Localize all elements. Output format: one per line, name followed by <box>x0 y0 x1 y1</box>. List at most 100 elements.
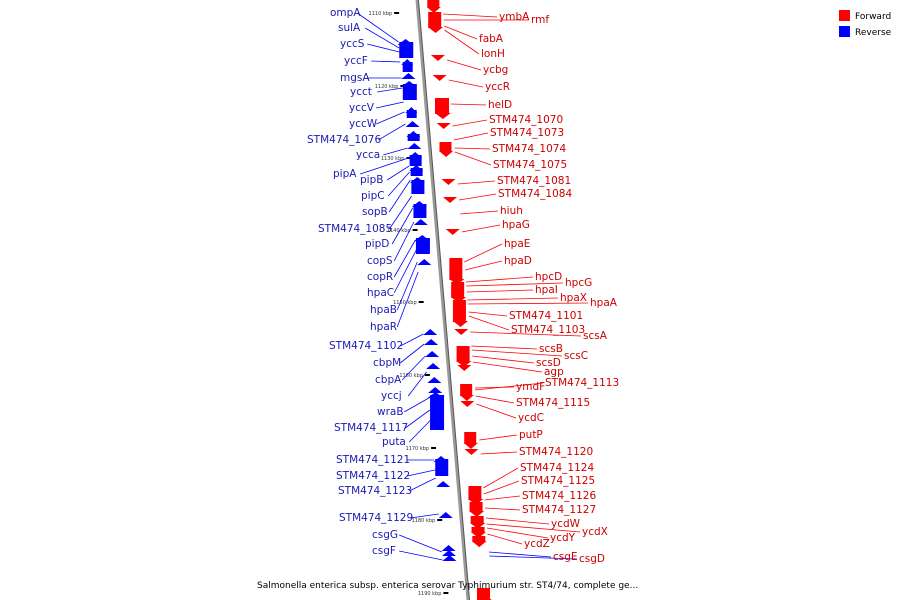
reverse-gene-label[interactable]: ycct <box>350 86 372 98</box>
forward-gene-label[interactable]: ycbg <box>483 64 508 76</box>
reverse-gene-label[interactable]: wraB <box>377 406 404 418</box>
reverse-gene-label[interactable]: yccV <box>349 102 375 114</box>
kbp-tick-label: 1160 kbp <box>399 373 423 379</box>
forward-gene-arrow <box>460 401 475 407</box>
forward-gene-label[interactable]: hpaA <box>590 297 618 309</box>
reverse-gene-label[interactable]: puta <box>382 436 406 448</box>
reverse-gene-arrow <box>442 555 457 561</box>
forward-gene-label[interactable]: ycdX <box>582 526 608 538</box>
forward-gene-connector <box>452 119 488 127</box>
forward-gene-label[interactable]: hiuh <box>500 205 523 217</box>
forward-gene-label[interactable]: scsC <box>564 350 588 362</box>
forward-gene-label[interactable]: ycdC <box>518 412 544 424</box>
forward-gene-label[interactable]: rmf <box>531 14 549 26</box>
reverse-gene-connector <box>393 221 415 262</box>
reverse-gene-label[interactable]: csgF <box>372 545 396 557</box>
forward-gene-label[interactable]: scsB <box>539 343 563 355</box>
forward-gene-label[interactable]: STM474_1113 <box>545 377 619 389</box>
reverse-gene-arrow <box>436 481 451 487</box>
forward-gene-label[interactable]: hpaE <box>504 238 530 250</box>
forward-gene-label[interactable]: scsA <box>583 330 608 342</box>
reverse-gene-label[interactable]: ycca <box>356 149 380 161</box>
forward-gene-label[interactable]: lonH <box>481 48 505 60</box>
forward-gene-label[interactable]: ycdZ <box>524 538 550 550</box>
reverse-gene-label[interactable]: STM474_1121 <box>336 454 410 466</box>
reverse-gene-label[interactable]: yccS <box>340 38 365 50</box>
forward-gene-label[interactable]: STM474_1081 <box>497 175 571 187</box>
forward-gene-label[interactable]: STM474_1074 <box>492 143 566 155</box>
forward-gene-label[interactable]: STM474_1126 <box>522 490 596 502</box>
forward-gene-label[interactable]: ycdY <box>550 532 576 544</box>
forward-gene-label[interactable]: STM474_1084 <box>498 188 572 200</box>
forward-gene-label[interactable]: STM474_1101 <box>509 310 583 322</box>
kbp-tick-label: 1180 kbp <box>412 518 436 524</box>
forward-gene-label[interactable]: fabA <box>479 33 504 45</box>
forward-gene-label[interactable]: csgE <box>553 551 578 563</box>
kbp-tick-label: 1110 kbp <box>369 11 393 17</box>
reverse-gene-label[interactable]: STM474_1123 <box>338 485 412 497</box>
reverse-gene-label[interactable]: yccW <box>349 118 378 130</box>
reverse-gene-block <box>413 204 427 218</box>
reverse-gene-label[interactable]: mgsA <box>340 72 370 84</box>
forward-gene-connector <box>484 495 521 501</box>
reverse-gene-label[interactable]: pipB <box>360 174 383 186</box>
reverse-gene-label[interactable]: STM474_1129 <box>339 512 413 524</box>
forward-gene-label[interactable]: agp <box>544 366 564 378</box>
reverse-gene-block <box>430 395 445 430</box>
forward-gene-label[interactable]: hpcG <box>565 277 592 289</box>
forward-gene-connector <box>486 523 581 533</box>
forward-gene-label[interactable]: hpaI <box>535 284 558 296</box>
reverse-gene-label[interactable]: pipD <box>365 238 389 250</box>
forward-gene-connector <box>475 382 544 391</box>
reverse-gene-label[interactable]: yccj <box>381 390 402 402</box>
forward-gene-label[interactable]: STM474_1115 <box>516 397 590 409</box>
reverse-gene-label[interactable]: pipC <box>361 190 385 202</box>
forward-gene-label[interactable]: csgD <box>579 553 605 565</box>
reverse-gene-label[interactable]: sulA <box>338 22 361 34</box>
forward-gene-label[interactable]: ycdW <box>551 518 581 530</box>
forward-gene-label[interactable]: ymdF <box>516 381 545 393</box>
reverse-gene-label[interactable]: STM474_1076 <box>307 134 381 146</box>
forward-gene-label[interactable]: STM474_1073 <box>490 127 564 139</box>
forward-gene-connector <box>467 297 559 301</box>
reverse-gene-label[interactable]: STM474_1102 <box>329 340 403 352</box>
forward-gene-label[interactable]: hpaD <box>504 255 532 267</box>
forward-gene-label[interactable]: STM474_1125 <box>521 475 595 487</box>
reverse-gene-label[interactable]: STM474_1117 <box>334 422 408 434</box>
forward-gene-label[interactable]: putP <box>519 429 543 441</box>
legend-label-forward: Forward <box>855 12 891 22</box>
forward-gene-label[interactable]: STM474_1103 <box>511 324 585 336</box>
reverse-gene-label[interactable]: hpaC <box>367 287 394 299</box>
reverse-gene-arrow <box>397 39 414 45</box>
reverse-gene-arrow <box>441 545 456 551</box>
forward-gene-label[interactable]: hpcD <box>535 271 562 283</box>
forward-gene-label[interactable]: STM474_1127 <box>522 504 596 516</box>
reverse-gene-label[interactable]: sopB <box>362 206 388 218</box>
forward-gene-label[interactable]: hpaG <box>502 219 530 231</box>
reverse-gene-label[interactable]: hpaB <box>370 304 397 316</box>
forward-gene-arrow <box>469 511 485 517</box>
reverse-gene-label[interactable]: hpaR <box>370 321 397 333</box>
reverse-gene-label[interactable]: cbpM <box>373 357 401 369</box>
reverse-gene-label[interactable]: pipA <box>333 168 357 180</box>
reverse-gene-label[interactable]: STM474_1122 <box>336 470 410 482</box>
forward-gene-label[interactable]: STM474_1124 <box>520 462 594 474</box>
reverse-gene-label[interactable]: copS <box>367 255 393 267</box>
reverse-gene-label[interactable]: copR <box>367 271 393 283</box>
forward-gene-arrow <box>459 395 474 401</box>
forward-gene-label[interactable]: yccR <box>485 81 510 93</box>
forward-gene-label[interactable]: STM474_1070 <box>489 114 563 126</box>
reverse-gene-label[interactable]: csgG <box>372 529 398 541</box>
reverse-gene-label[interactable]: STM474_1085 <box>318 223 392 235</box>
reverse-gene-label[interactable]: yccF <box>344 55 368 67</box>
reverse-gene-label[interactable]: ompA <box>330 7 361 19</box>
forward-gene-label[interactable]: hpaX <box>560 292 587 304</box>
forward-gene-label[interactable]: STM474_1075 <box>493 159 567 171</box>
forward-gene-label[interactable]: STM474_1120 <box>519 446 593 458</box>
forward-gene-label[interactable]: scsD <box>536 357 561 369</box>
reverse-gene-connector <box>393 239 416 278</box>
forward-gene-arrow <box>457 365 472 371</box>
forward-gene-label[interactable]: helD <box>488 99 512 111</box>
reverse-gene-label[interactable]: cbpA <box>375 374 402 386</box>
forward-gene-label[interactable]: ymbA <box>499 11 530 23</box>
